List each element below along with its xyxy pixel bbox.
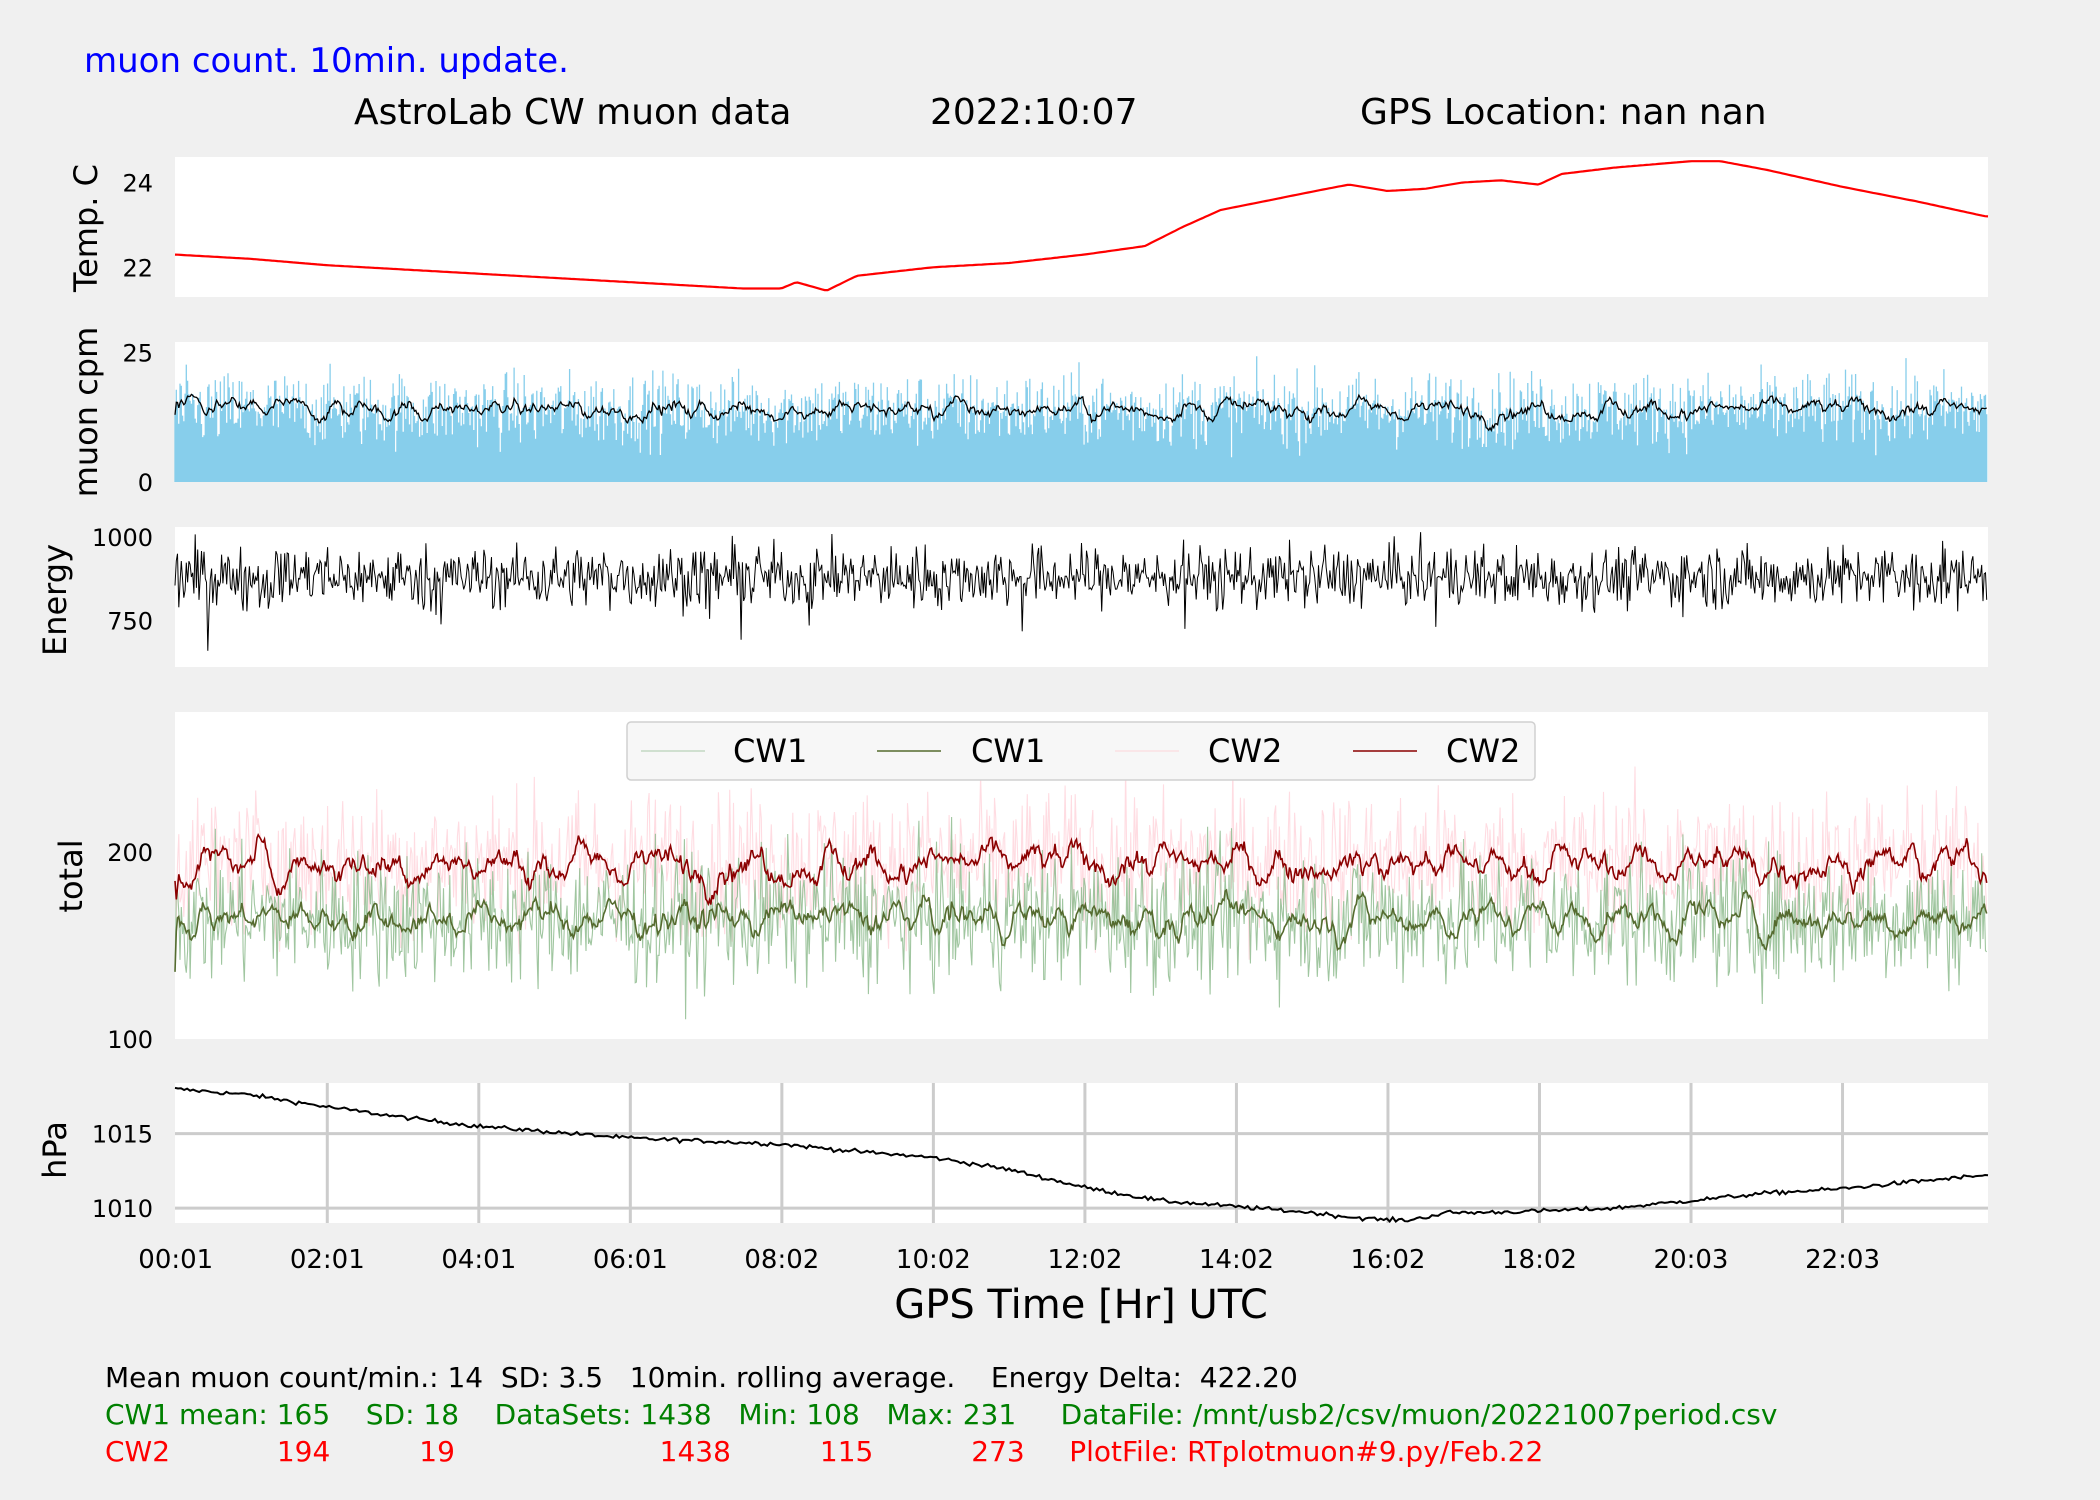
ytick-label-2-0: 750	[107, 607, 153, 635]
xtick-label-0: 00:01	[138, 1245, 213, 1275]
xtick-label-8: 16:02	[1350, 1245, 1425, 1275]
temp-panel	[175, 157, 1988, 297]
xtick-label-5: 10:02	[896, 1245, 971, 1275]
legend-cw2-avg: CW2	[1446, 732, 1520, 770]
xtick-label-10: 20:03	[1654, 1245, 1729, 1275]
muon-count-bars	[174, 356, 1988, 482]
total-ylabel: total	[52, 839, 90, 912]
total-legend: CW1 CW1 CW2 CW2	[626, 721, 1536, 781]
xtick-label-9: 18:02	[1502, 1245, 1577, 1275]
cw1-rolling-line	[174, 888, 1988, 972]
stats-line-cw2: CW2 194 19 1438 115 273 PlotFile: RTplot…	[105, 1435, 1544, 1468]
ytick-label-4-1: 1015	[92, 1121, 153, 1149]
update-note: muon count. 10min. update.	[84, 41, 569, 81]
energy-ylabel: Energy	[36, 544, 74, 656]
temp-line	[174, 160, 1989, 292]
xtick-label-4: 08:02	[744, 1245, 819, 1275]
cw2-rolling-line	[174, 832, 1988, 907]
ytick-label-3-0: 100	[107, 1026, 153, 1054]
ytick-label-0-1: 24	[122, 169, 153, 197]
stats-line-muon: Mean muon count/min.: 14 SD: 3.5 10min. …	[105, 1361, 1298, 1394]
pressure-panel	[175, 1083, 1988, 1223]
pressure-ylabel: hPa	[36, 1121, 74, 1179]
ytick-label-1-0: 0	[138, 469, 153, 497]
ytick-label-3-1: 200	[107, 839, 153, 867]
legend-cw2-raw: CW2	[1208, 732, 1282, 770]
chart-title: AstroLab CW muon data	[354, 92, 791, 133]
legend-cw1-raw: CW1	[733, 732, 807, 770]
ytick-label-2-1: 1000	[92, 524, 153, 552]
muon-rolling-average	[174, 393, 1987, 433]
ytick-label-0-0: 22	[122, 254, 153, 282]
xtick-label-2: 04:01	[441, 1245, 516, 1275]
xtick-label-6: 12:02	[1047, 1245, 1122, 1275]
energy-line	[174, 532, 1988, 651]
xtick-label-7: 14:02	[1199, 1245, 1274, 1275]
ytick-label-1-1: 25	[122, 339, 153, 367]
legend-cw1-avg: CW1	[971, 732, 1045, 770]
temp-ylabel: Temp. C	[67, 164, 105, 293]
cw1-raw-line	[174, 816, 1988, 1020]
stats-line-cw1: CW1 mean: 165 SD: 18 DataSets: 1438 Min:…	[105, 1398, 1778, 1431]
x-axis-label: GPS Time [Hr] UTC	[894, 1282, 1268, 1328]
xtick-label-3: 06:01	[593, 1245, 668, 1275]
chart-date: 2022:10:07	[930, 92, 1138, 133]
xtick-label-1: 02:01	[290, 1245, 365, 1275]
xtick-label-11: 22:03	[1805, 1245, 1880, 1275]
gps-location: GPS Location: nan nan	[1360, 92, 1767, 133]
ytick-label-4-0: 1010	[92, 1195, 153, 1223]
muon-ylabel: muon cpm	[67, 327, 105, 498]
pressure-line	[174, 1086, 1989, 1224]
legend-box	[626, 721, 1536, 781]
